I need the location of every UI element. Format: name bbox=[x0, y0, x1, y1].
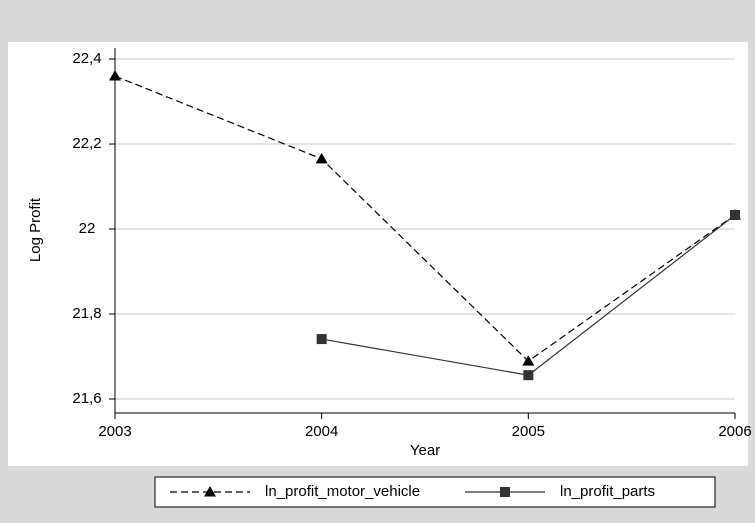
marker bbox=[315, 152, 328, 164]
marker bbox=[500, 487, 510, 497]
y-tick-label: 22,2 bbox=[72, 135, 101, 152]
y-tick-label: 22 bbox=[79, 220, 96, 237]
legend-label: ln_profit_parts bbox=[560, 483, 655, 500]
x-tick-label: 2004 bbox=[305, 423, 338, 440]
legend-label: ln_profit_motor_vehicle bbox=[265, 483, 420, 500]
y-tick-label: 22,4 bbox=[72, 50, 101, 67]
marker bbox=[730, 209, 740, 220]
x-axis-label: Year bbox=[410, 442, 440, 459]
x-tick-label: 2003 bbox=[98, 423, 131, 440]
marker bbox=[522, 355, 535, 366]
x-tick-label: 2006 bbox=[718, 423, 751, 440]
y-tick-label: 21,6 bbox=[72, 390, 101, 407]
y-tick-label: 21,8 bbox=[72, 305, 101, 322]
plot-background bbox=[8, 42, 748, 466]
marker bbox=[316, 334, 327, 345]
marker bbox=[523, 370, 534, 381]
marker bbox=[204, 486, 216, 497]
y-axis-label: Log Profit bbox=[27, 197, 44, 262]
x-tick-label: 2005 bbox=[512, 423, 545, 440]
series-line bbox=[114, 75, 736, 362]
marker bbox=[109, 70, 121, 81]
